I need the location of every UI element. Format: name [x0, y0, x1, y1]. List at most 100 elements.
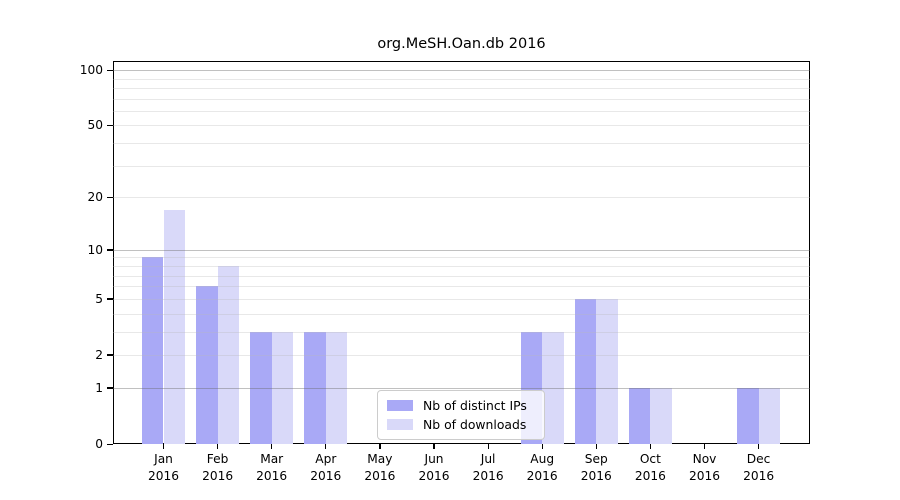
y-tick-mark	[107, 196, 113, 199]
year-label: 2016	[472, 468, 504, 483]
year-label: 2016	[147, 468, 180, 483]
x-tick-mark	[271, 444, 273, 449]
legend-item: Nb of downloads	[387, 415, 535, 434]
x-tick-label: Oct 2016	[619, 451, 681, 484]
chart-title: org.MeSH.Oan.db 2016	[377, 36, 546, 52]
x-tick-label: May 2016	[349, 451, 411, 484]
y-tick-mark	[107, 124, 113, 127]
gridline-minor	[113, 165, 810, 167]
month-label: Jun	[424, 452, 444, 466]
month-label: Nov	[692, 452, 717, 466]
year-label: 2016	[202, 468, 234, 483]
y-tick-label: 50	[87, 118, 103, 133]
month-label: May	[367, 452, 393, 466]
month-label: Dec	[746, 452, 771, 466]
x-tick-label: Aug 2016	[511, 451, 573, 484]
x-tick-label: Jan 2016	[133, 451, 195, 484]
gridline-minor	[113, 125, 810, 127]
gridline-minor	[113, 98, 810, 100]
x-tick-label: Jun 2016	[403, 451, 465, 484]
legend-label: Nb of downloads	[423, 417, 527, 432]
y-tick-label: 5	[95, 291, 103, 306]
x-tick-label: Feb 2016	[187, 451, 249, 484]
bar-downloads	[163, 209, 186, 444]
y-tick-mark	[107, 69, 113, 71]
gridline-minor	[113, 331, 810, 333]
bar-distinct-ips	[628, 387, 651, 444]
gridline-major	[113, 70, 810, 72]
legend: Nb of distinct IPs Nb of downloads	[377, 390, 545, 440]
y-tick-mark	[107, 354, 113, 356]
bar-downloads	[596, 298, 618, 444]
gridline-minor	[113, 257, 810, 259]
bar-distinct-ips	[250, 331, 272, 444]
legend-label: Nb of distinct IPs	[423, 398, 527, 413]
bar-distinct-ips	[304, 331, 326, 444]
x-tick-label: Nov 2016	[674, 451, 736, 484]
month-label: Feb	[206, 452, 229, 466]
x-tick-mark	[217, 444, 219, 449]
y-tick-label: 100	[79, 63, 103, 78]
x-tick-label: Apr 2016	[295, 451, 357, 484]
x-tick-mark	[433, 444, 435, 449]
bar-downloads	[325, 331, 348, 444]
y-tick-mark	[107, 249, 113, 251]
gridline-minor	[113, 197, 810, 199]
bar-downloads	[542, 331, 564, 444]
x-tick-mark	[703, 444, 706, 449]
year-label: 2016	[418, 468, 450, 483]
gridline-minor	[113, 286, 810, 288]
gridline-major	[113, 249, 810, 251]
bar-distinct-ips	[196, 286, 218, 444]
gridline-minor	[113, 110, 810, 112]
y-tick-label: 0	[95, 437, 103, 451]
y-tick-mark	[107, 298, 113, 300]
x-tick-mark	[487, 444, 489, 449]
bar-distinct-ips	[141, 257, 164, 444]
x-tick-mark	[379, 444, 381, 449]
legend-item: Nb of distinct IPs	[387, 396, 535, 415]
y-tick-label: 2	[95, 347, 103, 362]
month-label: Sep	[584, 452, 608, 466]
bar-downloads	[758, 387, 781, 444]
bar-distinct-ips	[574, 298, 597, 444]
x-tick-label: Sep 2016	[565, 451, 627, 484]
year-label: 2016	[526, 468, 558, 483]
y-tick-label: 1	[95, 380, 103, 395]
x-tick-label: Jul 2016	[457, 451, 519, 484]
gridline-minor	[113, 354, 810, 356]
legend-swatch-distinct-ips	[387, 400, 413, 411]
month-label: Oct	[639, 452, 661, 466]
x-tick-mark	[541, 444, 543, 449]
year-label: 2016	[580, 468, 612, 483]
year-label: 2016	[256, 468, 288, 483]
y-tick-label: 20	[87, 190, 103, 205]
gridline-minor	[113, 87, 810, 89]
year-label: 2016	[688, 468, 721, 483]
month-label: Jan	[154, 452, 173, 466]
gridline-minor	[113, 265, 810, 267]
y-tick-mark	[107, 387, 113, 389]
gridline-minor	[113, 275, 810, 277]
bar-downloads	[271, 331, 294, 444]
year-label: 2016	[364, 468, 396, 483]
x-tick-mark	[595, 444, 597, 449]
x-tick-label: Dec 2016	[728, 451, 790, 484]
x-tick-mark	[758, 444, 760, 449]
gridline-minor	[113, 78, 810, 80]
x-tick-mark	[649, 444, 652, 449]
month-label: Jul	[480, 452, 496, 466]
y-tick-mark	[107, 443, 113, 445]
x-tick-mark	[162, 444, 165, 449]
year-label: 2016	[743, 468, 775, 483]
gridline-major	[113, 387, 810, 389]
year-label: 2016	[310, 468, 342, 483]
plot-area	[113, 61, 810, 444]
x-tick-mark	[325, 444, 327, 449]
month-label: Apr	[315, 452, 337, 466]
y-tick-label: 10	[87, 242, 103, 257]
gridline-minor	[113, 143, 810, 145]
x-tick-label: Mar 2016	[241, 451, 303, 484]
month-label: Aug	[530, 452, 555, 466]
